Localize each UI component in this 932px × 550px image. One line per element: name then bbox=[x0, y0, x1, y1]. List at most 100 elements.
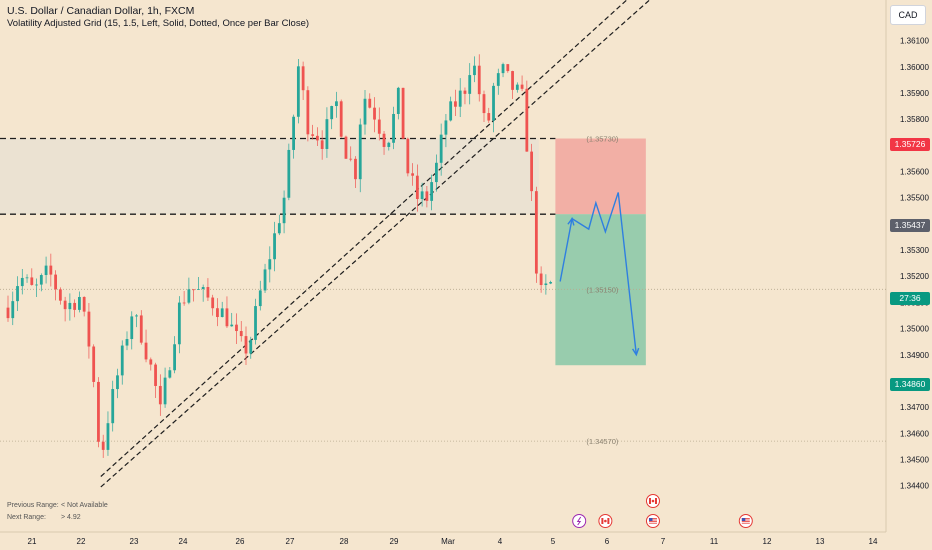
candle bbox=[44, 256, 48, 284]
candle bbox=[92, 344, 96, 388]
candle bbox=[101, 434, 105, 458]
candle bbox=[396, 86, 400, 120]
y-tick-label: 1.35200 bbox=[900, 272, 929, 281]
candle bbox=[368, 93, 372, 109]
candle bbox=[68, 293, 72, 321]
candle bbox=[444, 114, 448, 148]
y-tick-label: 1.34600 bbox=[900, 429, 929, 438]
candle bbox=[449, 96, 453, 122]
candle bbox=[258, 280, 262, 311]
target-price-tag: 1.34860 bbox=[890, 378, 930, 391]
candle bbox=[335, 91, 338, 118]
candle bbox=[530, 143, 533, 201]
candle bbox=[87, 302, 91, 359]
x-tick-label: 11 bbox=[710, 537, 719, 546]
canada-flag-event-icon[interactable] bbox=[645, 494, 660, 508]
countdown-price-tag: 27:36 bbox=[890, 292, 930, 305]
indicator-legend[interactable]: Volatility Adjusted Grid (15, 1.5, Left,… bbox=[7, 18, 310, 29]
x-tick-label: 6 bbox=[605, 537, 610, 546]
us-flag-event-icon[interactable] bbox=[738, 514, 753, 528]
candle bbox=[373, 97, 376, 133]
candle bbox=[506, 64, 510, 73]
lightning-event-icon[interactable] bbox=[572, 514, 587, 528]
x-tick-label: 13 bbox=[816, 537, 825, 546]
x-tick-label: 27 bbox=[286, 537, 295, 546]
level-label-2: (1.34570) bbox=[586, 437, 619, 446]
candle bbox=[411, 163, 414, 186]
candle bbox=[173, 336, 176, 374]
candle bbox=[63, 296, 67, 322]
candle bbox=[439, 123, 443, 176]
y-tick-label: 1.35500 bbox=[900, 194, 929, 203]
candle bbox=[230, 312, 234, 327]
candle bbox=[520, 75, 524, 92]
canada-flag-event-icon[interactable] bbox=[598, 514, 613, 528]
candle bbox=[282, 190, 286, 234]
candle bbox=[339, 99, 343, 138]
candle bbox=[354, 156, 357, 189]
y-tick-label: 1.34400 bbox=[900, 482, 929, 491]
candle bbox=[525, 80, 529, 152]
candle bbox=[296, 58, 300, 124]
x-tick-label: 5 bbox=[551, 537, 556, 546]
candle bbox=[382, 130, 386, 155]
currency-button[interactable]: CAD bbox=[890, 5, 926, 25]
candle bbox=[35, 278, 38, 298]
candle bbox=[292, 114, 295, 159]
candle bbox=[135, 313, 138, 328]
candle bbox=[139, 310, 143, 345]
x-tick-label: 29 bbox=[390, 537, 399, 546]
candle bbox=[515, 82, 519, 93]
candle bbox=[54, 270, 57, 301]
candle bbox=[216, 298, 219, 327]
candle bbox=[425, 186, 429, 208]
candle bbox=[168, 366, 172, 379]
candle bbox=[206, 278, 210, 302]
candle bbox=[420, 182, 424, 207]
x-tick-label: Mar bbox=[441, 537, 455, 546]
x-tick-label: 24 bbox=[179, 537, 188, 546]
candle bbox=[301, 61, 305, 101]
candle bbox=[544, 274, 548, 295]
candle bbox=[30, 268, 34, 286]
candle bbox=[182, 291, 186, 306]
trendline-1 bbox=[100, 0, 651, 488]
candle bbox=[477, 54, 481, 102]
x-tick-label: 7 bbox=[661, 537, 666, 546]
y-tick-label: 1.35800 bbox=[900, 115, 929, 124]
candle bbox=[330, 105, 334, 130]
candle bbox=[344, 135, 348, 159]
candle bbox=[458, 78, 462, 118]
candle bbox=[149, 357, 153, 371]
candle bbox=[211, 294, 215, 316]
candle bbox=[454, 89, 457, 116]
candle bbox=[482, 90, 486, 123]
candle bbox=[377, 107, 381, 141]
candle bbox=[25, 274, 29, 283]
x-tick-label: 22 bbox=[77, 537, 86, 546]
candle bbox=[201, 284, 205, 302]
candle bbox=[197, 276, 200, 290]
candle bbox=[97, 377, 100, 448]
x-tick-label: 21 bbox=[28, 537, 37, 546]
candle bbox=[463, 87, 467, 105]
candle bbox=[492, 82, 495, 133]
x-tick-label: 4 bbox=[498, 537, 503, 546]
y-tick-label: 1.36100 bbox=[900, 37, 929, 46]
projected-path-down-arrowhead bbox=[632, 347, 640, 357]
candle bbox=[358, 118, 362, 193]
candle bbox=[387, 141, 391, 151]
candle bbox=[244, 326, 248, 366]
candle bbox=[11, 291, 15, 326]
candle bbox=[534, 186, 538, 283]
candle bbox=[306, 86, 310, 142]
previous-range-row: Previous Range: < Not Available bbox=[7, 502, 108, 509]
us-flag-event-icon[interactable] bbox=[645, 514, 660, 528]
candle bbox=[549, 280, 553, 285]
candle bbox=[82, 296, 86, 317]
upper-level-price-tag: 1.35726 bbox=[890, 138, 930, 151]
previous-range-value: < Not Available bbox=[61, 502, 108, 509]
candle bbox=[539, 266, 543, 293]
